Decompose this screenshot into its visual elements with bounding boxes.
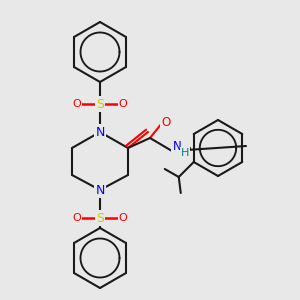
Text: O: O [161, 116, 171, 130]
Text: N: N [95, 184, 105, 196]
Text: N: N [172, 140, 182, 152]
Text: O: O [118, 99, 127, 109]
Text: N: N [95, 125, 105, 139]
Text: O: O [118, 213, 127, 223]
Text: H: H [181, 148, 189, 158]
Text: O: O [73, 213, 81, 223]
Text: S: S [96, 212, 104, 224]
Text: S: S [96, 98, 104, 110]
Text: O: O [73, 99, 81, 109]
